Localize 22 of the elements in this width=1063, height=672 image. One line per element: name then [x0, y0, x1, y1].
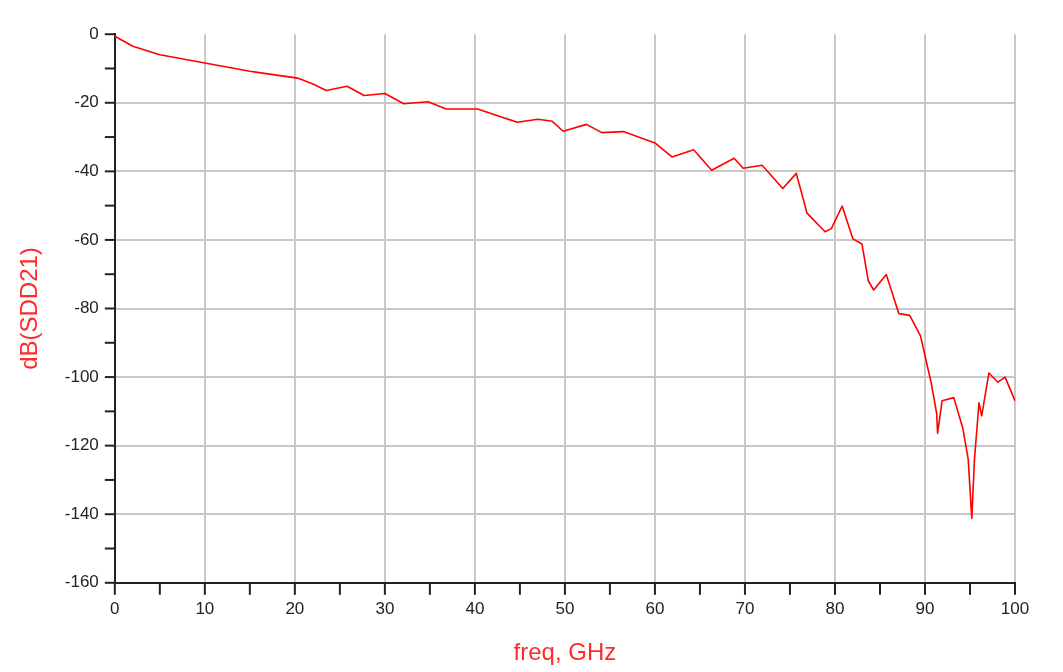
y-tick-label: -100: [64, 366, 99, 386]
x-tick-label: 50: [555, 598, 575, 618]
x-tick-label: 70: [735, 598, 755, 618]
y-tick-label: -120: [64, 435, 99, 455]
y-tick-label: 0: [89, 23, 99, 43]
y-tick-label: -40: [74, 161, 99, 181]
y-tick-label: -80: [74, 298, 99, 318]
y-tick-label: -20: [74, 92, 99, 112]
y-tick-label: -60: [74, 229, 99, 249]
y-tick-label: -140: [64, 503, 99, 523]
x-tick-label: 40: [465, 598, 485, 618]
x-tick-label: 10: [195, 598, 215, 618]
x-tick-label: 30: [375, 598, 395, 618]
x-tick-label: 90: [915, 598, 935, 618]
x-tick-label: 80: [825, 598, 845, 618]
x-tick-label: 0: [110, 598, 120, 618]
y-axis-title: dB(SDD21): [15, 247, 43, 370]
x-tick-label: 20: [285, 598, 305, 618]
x-tick-label: 60: [645, 598, 665, 618]
x-tick-label: 100: [1000, 598, 1030, 618]
x-axis-title: freq, GHz: [513, 638, 617, 666]
y-tick-label: -160: [64, 572, 99, 592]
